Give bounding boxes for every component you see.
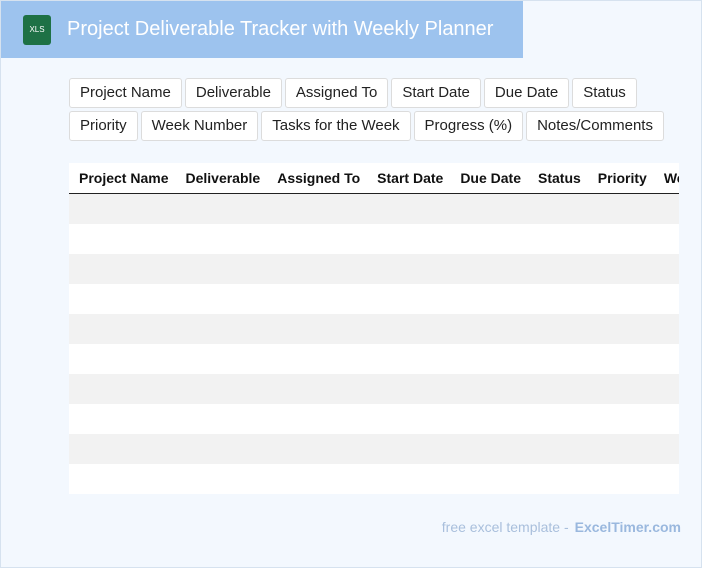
table-grid: Project Name Deliverable Assigned To Start … bbox=[69, 163, 679, 194]
column-header: Assigned To bbox=[267, 163, 368, 194]
file-icon: XLS bbox=[23, 15, 51, 45]
title: Project Deliverable Tracker with Weekly … bbox=[67, 18, 494, 40]
field-chip: Assigned To bbox=[284, 78, 389, 108]
field-chip: Due Date bbox=[483, 78, 570, 108]
field-chip: Tasks for the Week bbox=[261, 111, 411, 141]
table: Project Name Deliverable Assigned To Start … bbox=[69, 163, 679, 494]
column-header: Status bbox=[528, 163, 588, 194]
table-row bbox=[69, 344, 679, 374]
column-header: Deliverable bbox=[175, 163, 268, 194]
column-header: Priority bbox=[587, 163, 654, 194]
header: XLS Project Deliverable Tracker with Wee… bbox=[1, 1, 523, 58]
header-row: Project Name Deliverable Assigned To Start … bbox=[69, 163, 679, 194]
footer: free excel template - ExcelTimer.com bbox=[442, 519, 681, 535]
footer-text: free excel template - bbox=[441, 519, 569, 535]
column-header: Week bbox=[653, 163, 679, 194]
table-row bbox=[69, 404, 679, 434]
brand[interactable]: ExcelTimer.com bbox=[574, 519, 681, 535]
table-row bbox=[69, 434, 679, 464]
field-chip: Start Date bbox=[391, 78, 481, 108]
table-row bbox=[69, 224, 679, 254]
field-chip: Notes/Comments bbox=[526, 111, 664, 141]
table-row bbox=[69, 374, 679, 404]
table-row bbox=[69, 254, 679, 284]
field-chip: Priority bbox=[69, 111, 138, 141]
field-chip: Week Number bbox=[140, 111, 259, 141]
column-header: Due Date bbox=[450, 163, 528, 194]
table-row bbox=[69, 284, 679, 314]
table-row bbox=[69, 314, 679, 344]
field-chip: Deliverable bbox=[184, 78, 282, 108]
field-chip: Project Name bbox=[69, 78, 182, 108]
column-header: Project Name bbox=[69, 163, 176, 194]
field-chip: Progress (%) bbox=[413, 111, 524, 141]
table-row bbox=[69, 194, 679, 224]
table-row bbox=[69, 464, 679, 494]
field-list: Project Name Deliverable Assigned To Start … bbox=[69, 78, 701, 141]
column-header: Start Date bbox=[367, 163, 451, 194]
field-chip: Status bbox=[572, 78, 637, 108]
